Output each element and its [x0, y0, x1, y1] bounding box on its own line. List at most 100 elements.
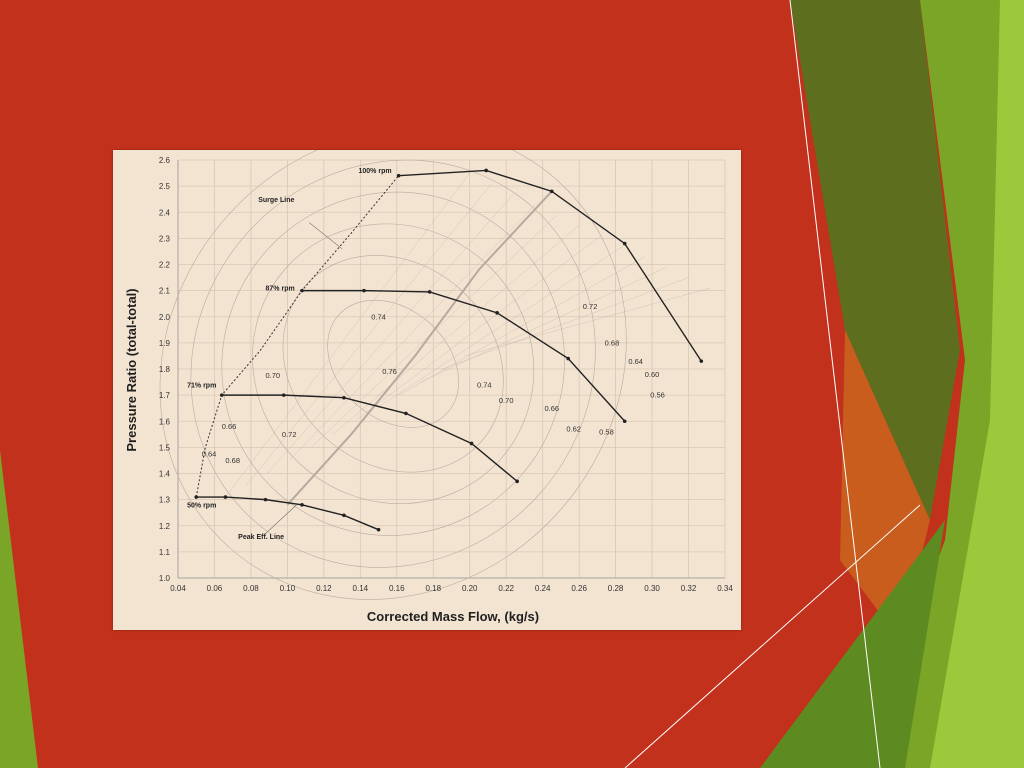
- speed-point: [549, 189, 554, 194]
- x-tick-label: 0.04: [170, 584, 186, 593]
- efficiency-label: 0.72: [282, 430, 297, 439]
- chart-panel-background: [113, 150, 741, 630]
- x-tick-label: 0.28: [608, 584, 624, 593]
- speed-point: [281, 393, 286, 397]
- y-tick-label: 2.1: [159, 287, 171, 296]
- speed-point: [404, 411, 408, 416]
- x-tick-label: 0.16: [389, 584, 405, 593]
- efficiency-label: 0.64: [202, 450, 217, 459]
- y-tick-label: 1.5: [159, 443, 171, 452]
- orange-shape: [840, 330, 930, 640]
- x-tick-label: 0.14: [353, 584, 369, 593]
- y-tick-label: 2.2: [159, 261, 171, 270]
- speed-fan-line: [267, 193, 514, 474]
- x-tick-label: 0.24: [535, 584, 551, 593]
- green-shape-right-dark: [790, 0, 960, 520]
- speed-fan-line: [223, 172, 470, 500]
- speed-point: [362, 288, 366, 293]
- decor-line-1: [789, 0, 881, 768]
- speed-point: [376, 527, 381, 532]
- efficiency-label: 0.60: [645, 370, 660, 379]
- speed-line: [221, 394, 518, 482]
- x-tick-label: 0.34: [717, 584, 733, 593]
- speed-point: [342, 513, 346, 518]
- y-tick-label: 2.3: [159, 234, 171, 243]
- peak-eff-leader: [265, 504, 297, 534]
- efficiency-contour: [282, 255, 504, 473]
- efficiency-contour: [221, 191, 565, 536]
- speed-point: [396, 173, 401, 178]
- y-tick-label: 1.2: [159, 522, 171, 531]
- speed-line: [196, 496, 379, 531]
- speed-fan-line: [354, 235, 602, 422]
- x-tick-label: 0.08: [243, 584, 259, 593]
- surge-line-leader: [309, 222, 343, 250]
- x-tick-label: 0.06: [207, 584, 223, 593]
- green-shape-left: [0, 450, 38, 768]
- efficiency-label: 0.56: [650, 391, 665, 400]
- chart-annotation: 50% rpm: [187, 502, 216, 509]
- speed-fan-line: [245, 183, 492, 487]
- y-tick-label: 1.6: [159, 417, 171, 426]
- speed-point: [300, 503, 304, 507]
- green-shape-bottom: [760, 520, 945, 768]
- speed-fan-line: [289, 204, 536, 461]
- y-tick-label: 2.6: [159, 156, 171, 165]
- x-tick-label: 0.26: [571, 584, 587, 593]
- efficiency-contour: [159, 150, 627, 600]
- green-shape-right-light: [930, 0, 1024, 768]
- efficiency-label: 0.74: [477, 380, 492, 389]
- y-tick-label: 1.0: [159, 574, 171, 583]
- y-tick-label: 1.4: [159, 470, 171, 479]
- speed-point: [622, 419, 627, 424]
- speed-point: [484, 168, 488, 173]
- efficiency-label: 0.70: [266, 371, 281, 380]
- efficiency-label: 0.74: [371, 312, 386, 321]
- speed-point: [194, 495, 199, 499]
- y-axis-title: Pressure Ratio (total-total): [124, 288, 139, 451]
- y-tick-label: 2.0: [159, 313, 171, 322]
- x-tick-label: 0.10: [280, 584, 296, 593]
- speed-point: [427, 290, 432, 294]
- efficiency-contour: [190, 159, 596, 568]
- efficiency-label: 0.58: [599, 427, 614, 436]
- efficiency-label: 0.64: [628, 357, 643, 366]
- surge-line: [195, 175, 400, 498]
- y-tick-label: 1.8: [159, 365, 171, 374]
- x-tick-label: 0.20: [462, 584, 478, 593]
- speed-fan-line: [332, 225, 580, 435]
- peak-efficiency-line: [286, 190, 553, 506]
- speed-point: [342, 395, 346, 400]
- speed-fan-line: [420, 266, 667, 383]
- chart-canvas: 0.04 0.06 0.08 0.10 0.12 0.14 0.16 0.18 0.20 0.22…: [113, 150, 741, 630]
- efficiency-label: 0.72: [583, 302, 598, 311]
- x-tick-label: 0.32: [681, 584, 697, 593]
- efficiency-label: 0.70: [499, 396, 514, 405]
- speed-fan-line: [376, 246, 624, 409]
- speed-line: [301, 289, 626, 422]
- speed-point: [622, 241, 627, 246]
- x-axis-title: Corrected Mass Flow, (kg/s): [367, 609, 539, 624]
- y-tick-label: 1.9: [159, 339, 171, 348]
- x-tick-label: 0.30: [644, 584, 660, 593]
- decor-line-2: [624, 504, 921, 768]
- speed-fan-line: [442, 277, 689, 370]
- speed-point: [263, 497, 268, 502]
- compressor-map-chart: 0.04 0.06 0.08 0.10 0.12 0.14 0.16 0.18 0.20 0.22…: [113, 150, 741, 630]
- efficiency-label: 0.68: [605, 338, 620, 347]
- y-tick-label: 2.5: [159, 182, 171, 191]
- speed-point: [566, 356, 570, 361]
- y-tick-label: 1.1: [159, 548, 171, 557]
- efficiency-label: 0.76: [382, 367, 397, 376]
- speed-point: [699, 359, 704, 363]
- x-tick-label: 0.22: [498, 584, 514, 593]
- efficiency-label: 0.68: [225, 456, 240, 465]
- speed-point: [495, 311, 499, 315]
- speed-point: [300, 288, 304, 293]
- y-tick-label: 1.7: [159, 391, 171, 400]
- efficiency-label: 0.66: [544, 404, 559, 413]
- speed-point: [219, 393, 224, 397]
- x-tick-label: 0.18: [425, 584, 441, 593]
- y-tick-label: 1.3: [159, 496, 171, 505]
- chart-annotation: 71% rpm: [187, 382, 216, 389]
